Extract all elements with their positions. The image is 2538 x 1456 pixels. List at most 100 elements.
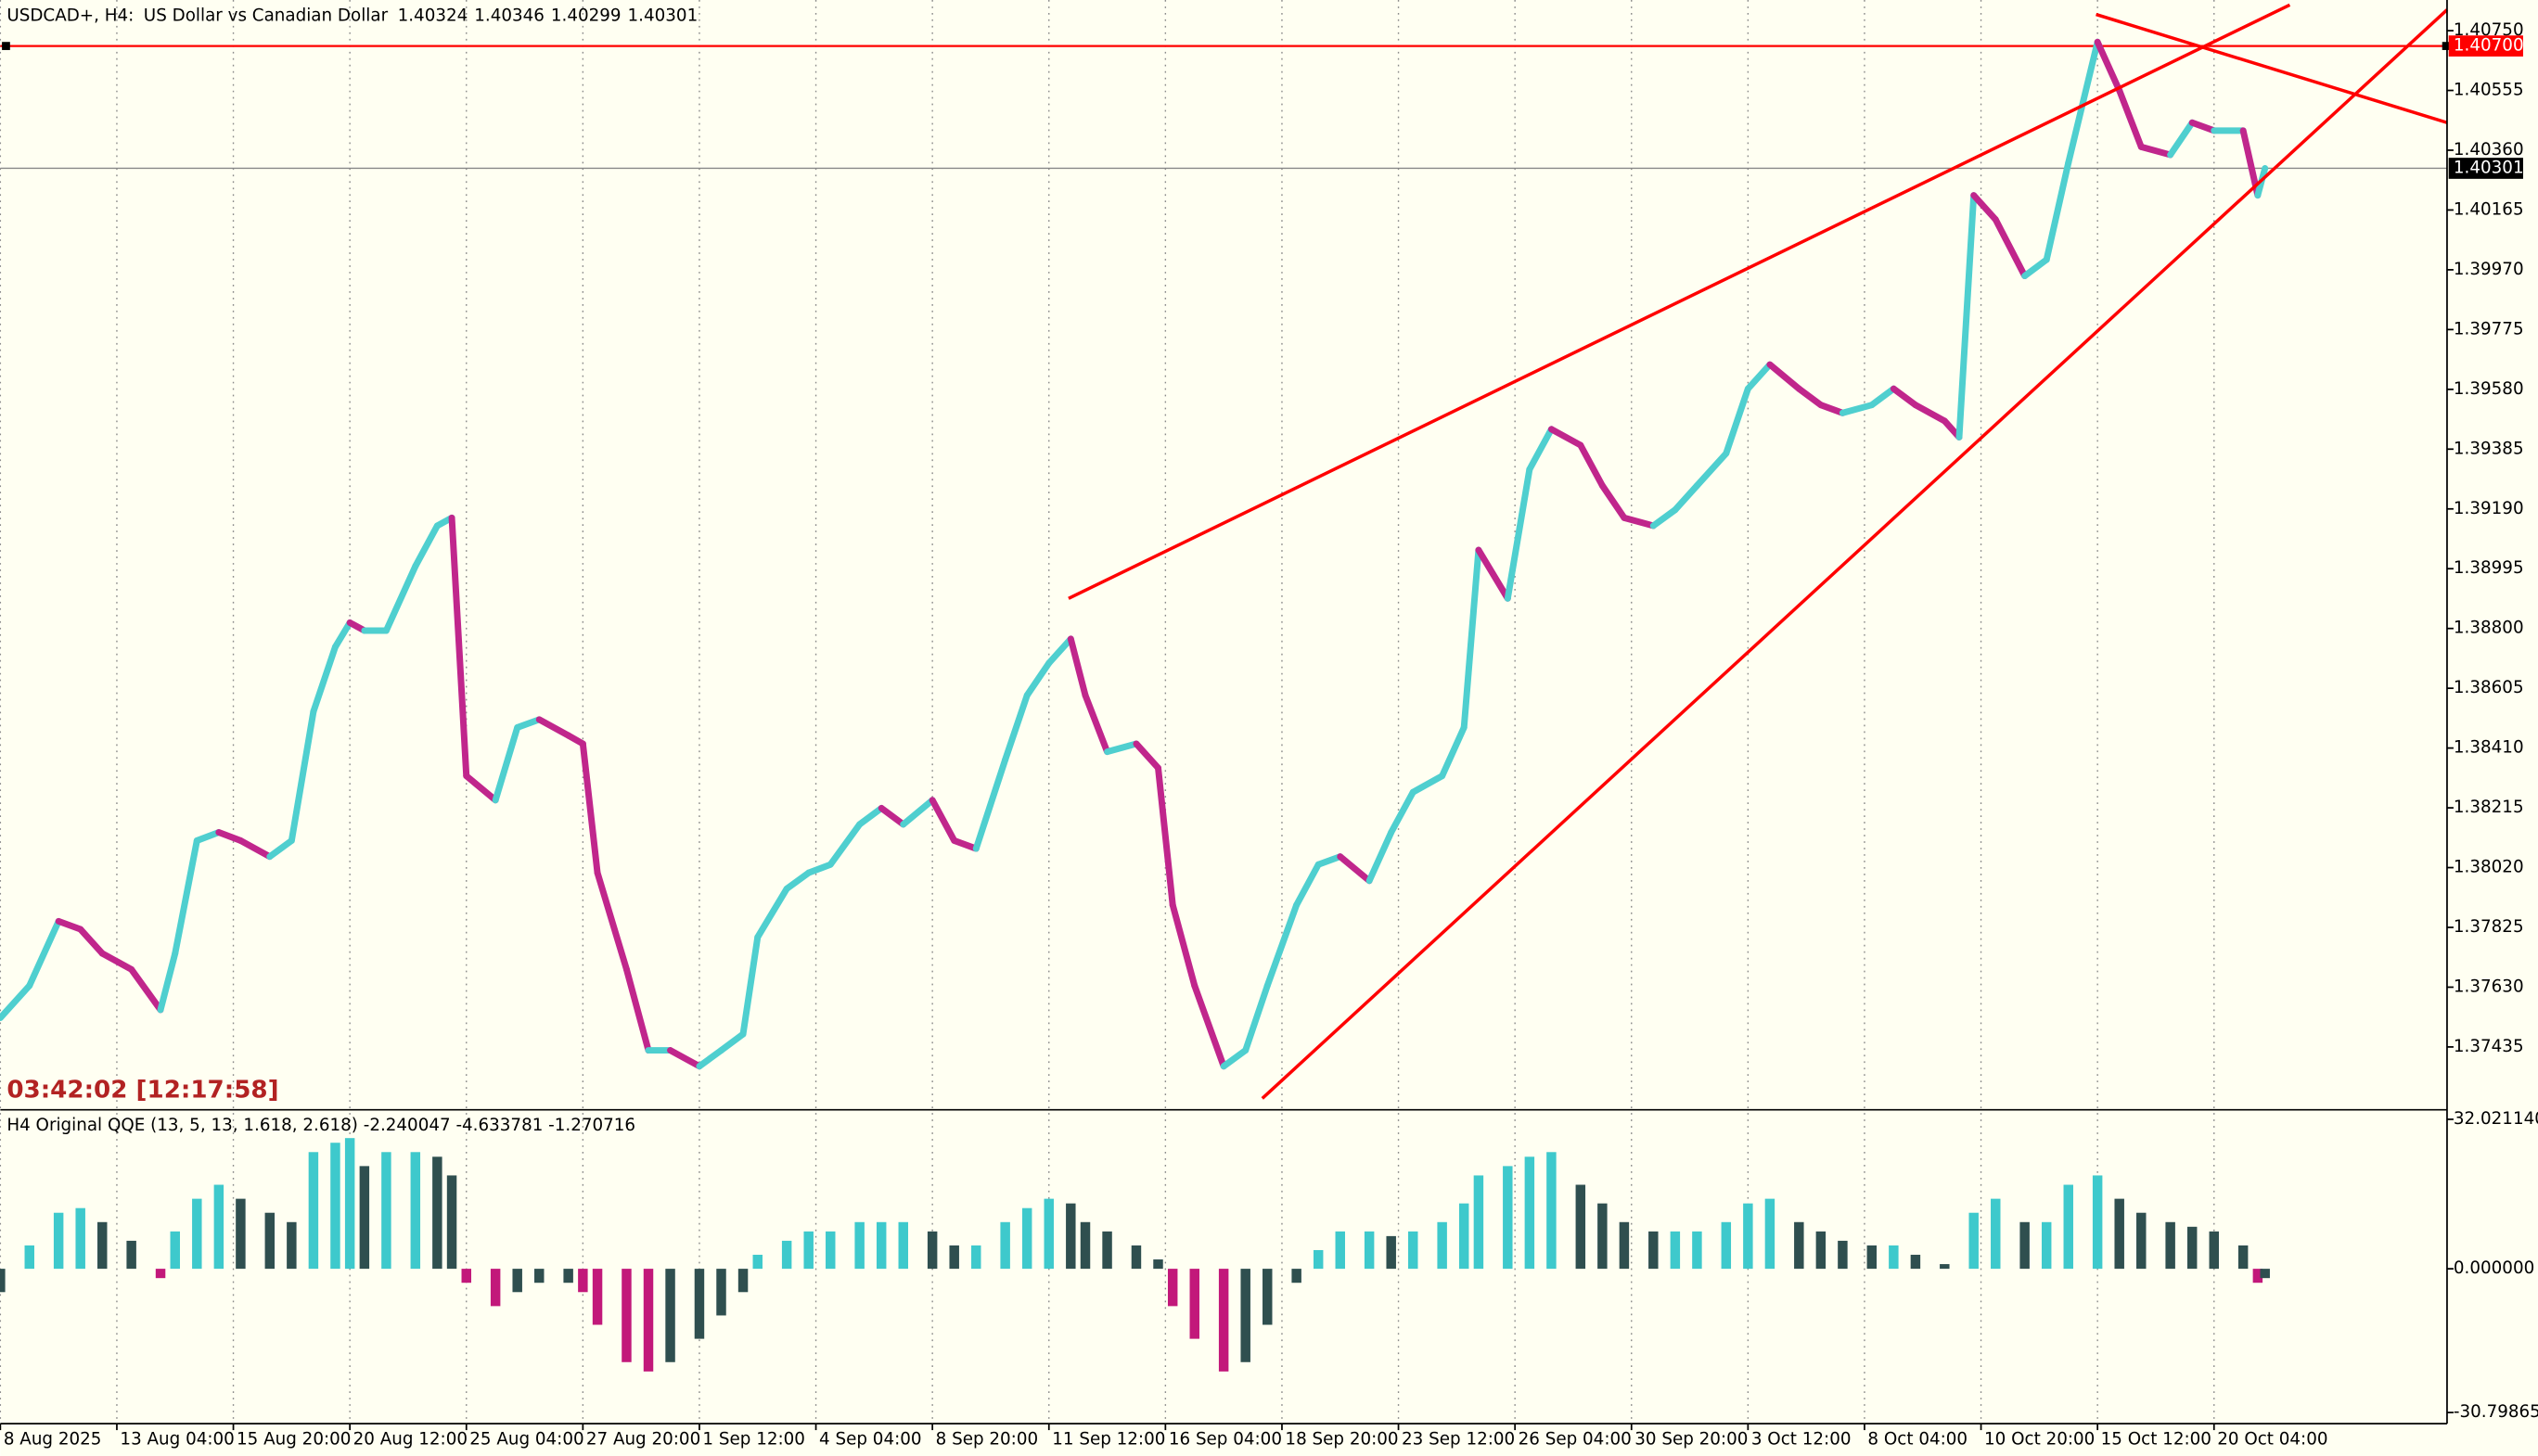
price-segment [856, 804, 885, 828]
x-tick-label: 15 Oct 12:00 [2101, 1430, 2211, 1450]
price-segment [382, 563, 419, 634]
price-segment [1839, 402, 1876, 416]
price-segment [667, 1047, 703, 1070]
y-tick-label: 32.021140 [2454, 1109, 2538, 1129]
histogram-bar [1189, 1269, 1199, 1339]
y-tick-label: 1.38215 [2454, 798, 2524, 817]
histogram-bar [126, 1240, 136, 1270]
price-segment [1890, 385, 1919, 409]
histogram-bar [1866, 1245, 1878, 1270]
price-segment [739, 934, 762, 1038]
histogram-bar [665, 1269, 675, 1362]
price-segment [1744, 361, 1774, 392]
price-segment [492, 723, 521, 804]
price-segment [157, 950, 179, 1014]
price-segment [696, 1047, 724, 1070]
histogram-bar [716, 1269, 726, 1316]
price-segment [1955, 192, 1978, 441]
x-tick-label: 27 Aug 20:00 [586, 1430, 700, 1450]
y-tick-label: 1.38020 [2454, 858, 2524, 877]
histogram-bar [1721, 1221, 1732, 1270]
histogram-bar [1503, 1166, 1513, 1270]
histogram-bar [344, 1138, 355, 1270]
price-segment [463, 773, 499, 804]
histogram-bar [2209, 1231, 2219, 1270]
histogram-bar [1473, 1175, 1484, 1270]
histogram-bar [330, 1143, 340, 1270]
histogram-bar [24, 1245, 34, 1270]
line-handle [2, 42, 10, 50]
price-segment [1475, 546, 1511, 602]
histogram-bar [1889, 1245, 1899, 1270]
histogram-bar [1764, 1198, 1775, 1270]
histogram-bar [1838, 1240, 1848, 1270]
price-segment [2137, 143, 2174, 159]
histogram-bar [1335, 1231, 1345, 1270]
x-tick-label: 3 Oct 12:00 [1751, 1430, 1852, 1450]
price-segment [55, 917, 84, 933]
histogram-bar [1524, 1156, 1535, 1270]
price-segment [1191, 982, 1227, 1070]
price-segment [535, 716, 572, 739]
histogram-bar [432, 1156, 442, 1270]
y-tick-label: 1.38995 [2454, 558, 2524, 578]
histogram-bar [2186, 1226, 2198, 1270]
y-tick-label: 1.37630 [2454, 977, 2524, 996]
price-segment [878, 804, 907, 828]
open: 1.40324 [398, 6, 468, 25]
price-segment [1067, 635, 1089, 699]
histogram-bar [1167, 1269, 1178, 1307]
x-tick-label: 8 Aug 2025 [4, 1430, 102, 1450]
histogram-bar [1597, 1203, 1608, 1270]
histogram-bar [1458, 1203, 1469, 1270]
price-segment [718, 1030, 747, 1054]
histogram-bar [2063, 1184, 2073, 1270]
histogram-bar [1991, 1198, 2001, 1270]
price-segment [288, 708, 317, 844]
histogram-bar [927, 1231, 938, 1270]
histogram-bar [1692, 1231, 1702, 1270]
price-segment [1409, 773, 1446, 796]
price-segment [1992, 216, 2029, 280]
timer: 03:42:02 [12:17:58] [6, 1076, 278, 1104]
last-price-label: 1.40301 [2454, 158, 2524, 177]
histogram-bar [461, 1269, 471, 1284]
histogram-bar [1794, 1221, 1804, 1270]
price-segment [1365, 829, 1395, 885]
close: 1.40301 [628, 6, 699, 25]
histogram-bar [2252, 1269, 2263, 1284]
histogram-bar [308, 1152, 319, 1270]
histogram-bar [1648, 1231, 1659, 1270]
histogram-bar [155, 1269, 166, 1279]
price-segment [1388, 788, 1416, 837]
histogram-bar [1000, 1221, 1010, 1270]
trendline [1261, 8, 2449, 1100]
price-segment [2188, 119, 2218, 134]
price-segment [128, 965, 164, 1014]
x-tick-label: 8 Sep 20:00 [936, 1430, 1038, 1450]
price-segment [1293, 861, 1322, 909]
histogram-bar [1263, 1269, 1273, 1325]
x-tick-label: 20 Aug 12:00 [353, 1430, 468, 1450]
price-segment [1220, 1047, 1250, 1070]
x-tick-label: 11 Sep 12:00 [1052, 1430, 1165, 1450]
price-segment [1337, 853, 1373, 885]
histogram-bar [854, 1221, 865, 1270]
price-segment [215, 829, 244, 844]
histogram-bar [75, 1207, 85, 1270]
histogram-bar [1437, 1221, 1447, 1270]
price-segment [1970, 192, 1999, 224]
histogram-bar [898, 1221, 908, 1270]
price-segment [1723, 385, 1751, 457]
price-segment [1649, 506, 1679, 530]
price-segment [266, 837, 295, 861]
price-segment [972, 756, 1009, 852]
price-label-box [2448, 35, 2523, 57]
price-segment [1314, 853, 1344, 868]
price-segment [77, 926, 106, 957]
histogram-bar [2041, 1221, 2052, 1270]
price-segment [1439, 723, 1468, 780]
histogram-bar [1291, 1269, 1301, 1284]
histogram-bar [1066, 1203, 1076, 1270]
